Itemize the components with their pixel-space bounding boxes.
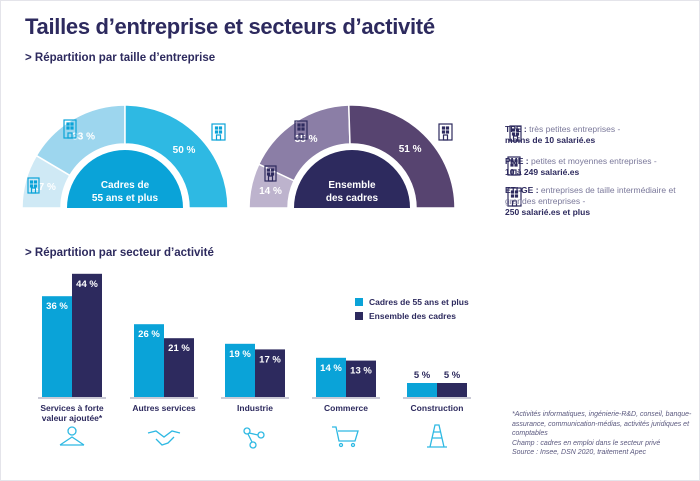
section-size-heading: > Répartition par taille d’entreprise	[25, 52, 216, 64]
category-label: Services à forte valeur ajoutée*	[40, 403, 104, 423]
donut-slice-label: 17 %	[33, 182, 56, 193]
donut-slice-label: 14 %	[259, 186, 282, 197]
footnote-activities: *Activités informatiques, ingénierie-R&D…	[512, 411, 692, 437]
footnote-scope: Champ : cadres en emploi dans le secteur…	[512, 439, 661, 447]
bar-value-label: 36 %	[46, 301, 68, 312]
donut-center	[294, 150, 410, 208]
bar-value-label: 5 %	[444, 370, 461, 381]
bar-value-label: 26 %	[138, 329, 160, 340]
bar-value-label: 5 %	[414, 370, 431, 381]
donut-slice-label: 35 %	[295, 134, 318, 145]
bar-value-label: 21 %	[168, 343, 190, 354]
bar-55plus	[407, 383, 437, 397]
large-building-icon	[507, 187, 522, 207]
donut-slice-eti-ge	[347, 104, 456, 209]
medium-building-icon	[63, 119, 77, 139]
bar-55plus	[42, 296, 72, 397]
donut-center-label: Cadres de	[101, 180, 150, 191]
donut-slice-label: 50 %	[173, 145, 196, 156]
legend-series-55: Cadres de 55 ans et plus	[355, 297, 469, 307]
legend-series-all: Ensemble des cadres	[355, 311, 456, 321]
bar-value-label: 17 %	[259, 354, 281, 365]
category-label: Commerce	[324, 403, 368, 413]
legend-pme: PME : petites et moyennes entreprises -1…	[505, 156, 657, 177]
page-title: Tailles d’entreprise et secteurs d’activ…	[25, 14, 435, 39]
bar-55plus	[225, 343, 255, 397]
footnote: *Activités informatiques, ingénierie-R&D…	[512, 410, 697, 458]
donut-slice-label: 51 %	[399, 144, 422, 155]
legend-tpe: TPE : très petites entreprises - moins de…	[505, 124, 621, 145]
legend-swatch	[355, 298, 363, 306]
donut-slice-label: 33 %	[72, 131, 95, 142]
small-building-icon	[509, 125, 522, 142]
bar-all	[346, 360, 376, 397]
category-label: Construction	[410, 403, 464, 413]
bar-value-label: 44 %	[76, 279, 98, 290]
small-building-icon	[264, 165, 277, 182]
bar-all	[72, 273, 102, 397]
bar-all	[437, 383, 467, 397]
bar-value-label: 19 %	[229, 349, 251, 360]
bar-all	[164, 338, 194, 397]
large-building-icon	[211, 123, 226, 141]
molecule-icon	[243, 427, 265, 449]
medium-building-icon	[507, 156, 521, 176]
donut-center-label: Ensemble	[328, 180, 376, 191]
large-building-icon	[438, 123, 453, 141]
donut-slice-eti-ge	[124, 104, 229, 209]
shopping-cart-icon	[332, 426, 359, 448]
donut-center	[67, 150, 183, 208]
legend-eti-ge: ETI-GE : entreprises de taille intermédi…	[505, 185, 676, 217]
legend-swatch	[355, 312, 363, 320]
bar-value-label: 13 %	[350, 366, 372, 377]
medium-building-icon	[294, 120, 308, 140]
bar-55plus	[134, 324, 164, 397]
category-label: Industrie	[237, 403, 273, 413]
donut-center-label: 55 ans et plus	[92, 193, 159, 204]
section-sector-heading: > Répartition par secteur d’activité	[25, 247, 214, 259]
people-network-icon	[59, 426, 85, 446]
bar-all	[255, 349, 285, 397]
handshake-icon	[147, 430, 181, 446]
footnote-source: Source : Insee, DSN 2020, traitement Ape…	[512, 449, 646, 456]
bar-55plus	[316, 357, 346, 397]
small-building-icon	[27, 177, 40, 194]
bar-value-label: 14 %	[320, 363, 342, 374]
traffic-cone-icon	[427, 424, 447, 448]
category-label: Autres services	[132, 403, 196, 413]
donut-center-label: des cadres	[326, 193, 379, 204]
